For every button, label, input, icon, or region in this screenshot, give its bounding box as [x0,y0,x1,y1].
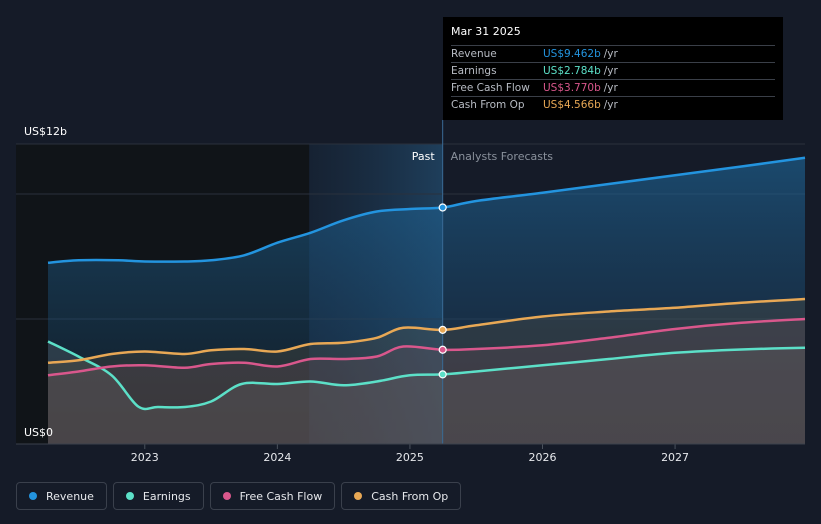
legend-dot-icon [125,492,134,500]
tooltip-label: Free Cash Flow [451,82,530,94]
tooltip-unit: /yr [603,65,618,77]
legend-dot-icon [222,492,231,500]
area-revenue [48,157,805,445]
tooltip-value: US$3.770b [543,82,601,94]
legend-dot-icon [354,492,363,500]
tooltip-row-free-cash-flow: Free Cash Flow US$3.770b /yr [451,79,775,96]
x-tick-label: 2025 [396,451,424,464]
marker-cash-from-op [438,325,447,334]
tooltip-date: Mar 31 2025 [451,25,521,38]
tooltip-label: Cash From Op [451,99,525,111]
legend-label: Cash From Op [371,489,449,503]
marker-free-cash-flow [438,345,447,354]
tooltip-unit: /yr [603,99,618,111]
tooltip-value: US$4.566b [543,99,601,111]
x-tick-label: 2023 [131,451,159,464]
tooltip-label: Revenue [451,48,497,60]
tooltip-row-cash-from-op: Cash From Op US$4.566b /yr [451,96,775,113]
area-cash-from-op [48,299,805,444]
tooltip: Mar 31 2025 Revenue US$9.462b /yr Earnin… [443,17,783,120]
series-lines [47,156,806,411]
line-free-cash-flow [47,317,806,377]
x-tick-label: 2027 [661,451,689,464]
line-cash-from-op [47,297,806,365]
legend-item-earnings[interactable]: Earnings [112,482,204,510]
legend-label: Revenue [46,489,94,503]
marker-revenue [438,203,447,212]
x-tick-label: 2024 [263,451,291,464]
legend-item-revenue[interactable]: Revenue [16,482,107,510]
x-tick-label: 2026 [529,451,557,464]
legend: Revenue Earnings Free Cash Flow Cash Fro… [16,482,462,510]
y-axis-min-label: US$0 [24,426,53,439]
tooltip-row-revenue: Revenue US$9.462b /yr [451,45,775,62]
area-earnings [48,341,805,444]
past-label: Past [412,150,436,163]
tooltip-value: US$9.462b [543,48,601,60]
tooltip-unit: /yr [603,48,618,60]
legend-dot-icon [29,492,37,500]
tooltip-value: US$2.784b [543,65,601,77]
marker-earnings [438,370,447,379]
series-markers [438,203,447,379]
forecast-label: Analysts Forecasts [451,150,554,163]
tooltip-unit: /yr [603,82,618,94]
tooltip-label: Earnings [451,65,497,77]
series-areas [48,157,805,445]
legend-label: Earnings [142,489,191,503]
legend-item-free-cash-flow[interactable]: Free Cash Flow [209,482,336,510]
line-earnings [47,340,806,411]
x-axis-ticks: 2023 2024 2025 2026 2027 [16,443,805,464]
tooltip-row-earnings: Earnings US$2.784b /yr [451,62,775,79]
y-axis-max-label: US$12b [24,125,67,138]
legend-item-cash-from-op[interactable]: Cash From Op [341,482,462,510]
area-free-cash-flow [48,319,805,444]
line-revenue [47,156,806,265]
legend-label: Free Cash Flow [239,489,323,503]
